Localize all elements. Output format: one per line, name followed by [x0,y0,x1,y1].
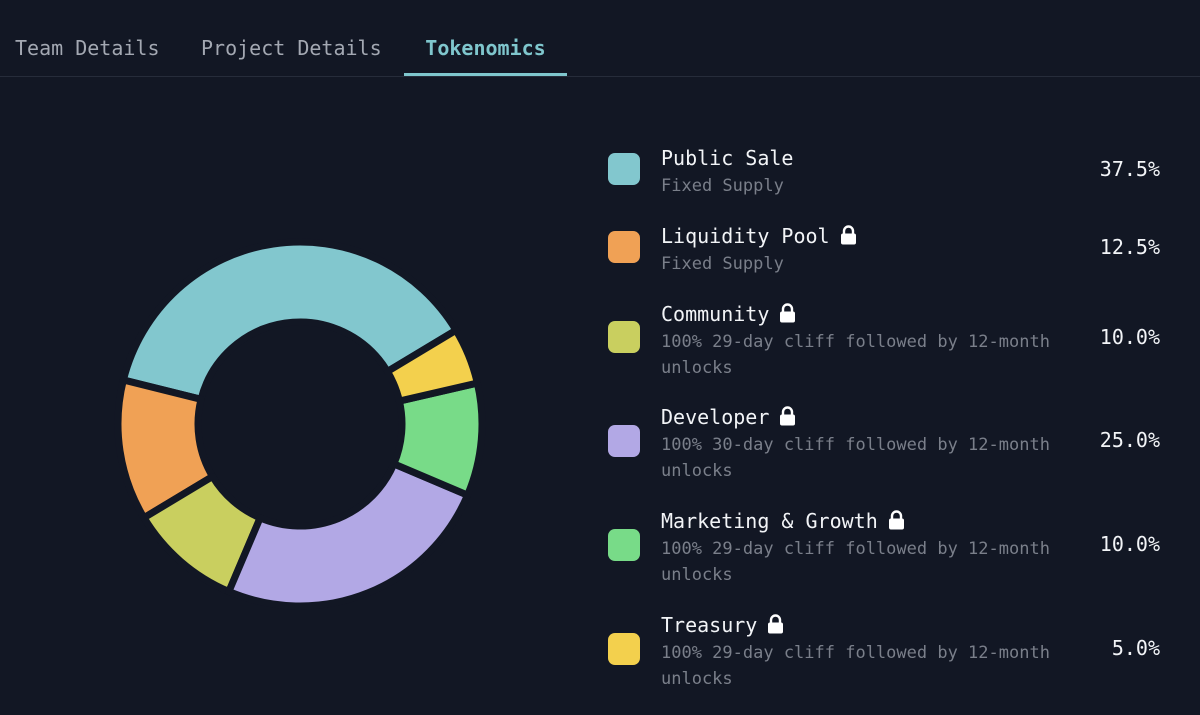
legend-item-percentage: 12.5% [1099,235,1160,259]
legend-item-percentage: 25.0% [1099,428,1160,452]
legend-swatch [608,529,640,561]
tab-bar: Team Details Project Details Tokenomics [0,0,1200,77]
legend-item-name: Public Sale [661,146,794,170]
lock-icon [779,406,796,426]
legend-item-description: 100% 29-day cliff followed by 12-month u… [661,332,1050,378]
legend-item-name: Liquidity Pool [661,223,857,249]
legend-item-percentage: 10.0% [1099,325,1160,349]
legend-item-name: Community [661,301,796,327]
legend-swatch [608,231,640,263]
legend-item-name: Developer [661,404,796,430]
legend-item-description: 100% 29-day cliff followed by 12-month u… [661,643,1050,689]
legend-swatch [608,321,640,353]
tab-project-details[interactable]: Project Details [201,36,382,60]
legend-item-name: Marketing & Growth [661,508,905,534]
legend-item-percentage: 10.0% [1099,532,1160,556]
tokenomics-donut-chart [114,238,486,610]
legend-item-description: Fixed Supply [661,176,784,196]
lock-icon [840,225,857,245]
lock-icon [779,303,796,323]
legend-swatch [608,633,640,665]
tab-team-details[interactable]: Team Details [15,36,160,60]
legend-swatch [608,425,640,457]
active-tab-indicator [404,73,567,76]
donut-slice-treasury[interactable] [383,326,481,405]
legend-item-description: 100% 29-day cliff followed by 12-month u… [661,539,1050,585]
donut-slice-developer[interactable] [225,460,472,610]
legend-item-percentage: 37.5% [1099,157,1160,181]
lock-icon [767,614,784,634]
legend-item-name: Treasury [661,612,784,638]
legend-item-description: Fixed Supply [661,254,784,274]
lock-icon [888,510,905,530]
donut-slice-public-sale[interactable] [119,238,460,403]
legend-item-percentage: 5.0% [1111,636,1160,660]
legend-swatch [608,153,640,185]
tab-tokenomics[interactable]: Tokenomics [425,36,546,60]
legend-item-description: 100% 30-day cliff followed by 12-month u… [661,435,1050,481]
